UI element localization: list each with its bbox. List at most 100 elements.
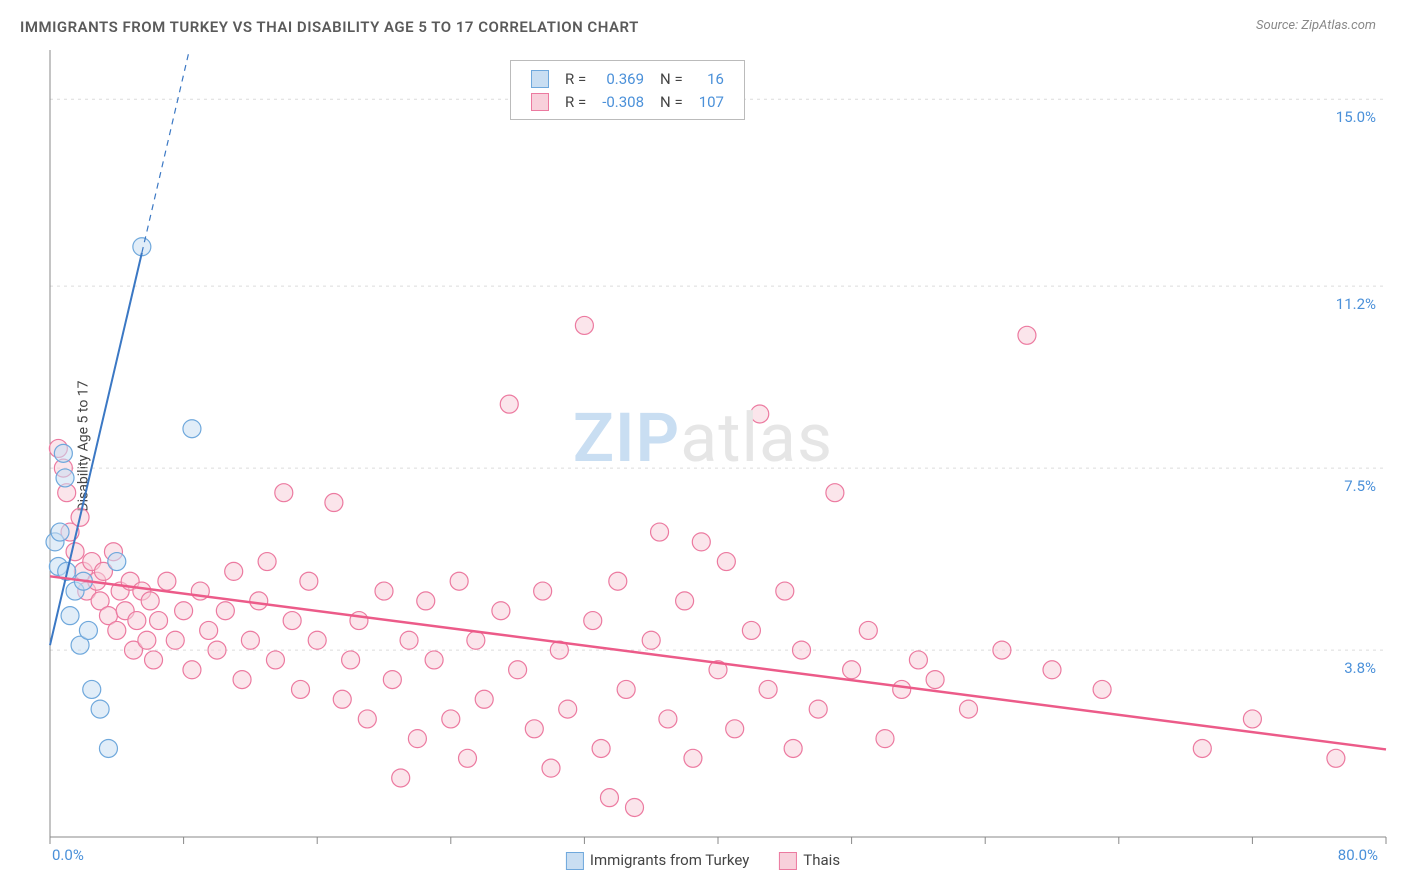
thai-point: [500, 395, 518, 413]
thai-point: [575, 316, 593, 334]
thai-point: [175, 602, 193, 620]
thai-point: [684, 749, 702, 767]
thai-point: [525, 720, 543, 738]
turkey-swatch: [531, 70, 549, 88]
legend-row-thai: R =-0.308N =107: [523, 90, 732, 113]
thai-point: [492, 602, 510, 620]
turkey-point: [56, 469, 74, 487]
y-tick-label: 3.8%: [1344, 659, 1376, 677]
thai-point: [200, 621, 218, 639]
thai-point: [609, 572, 627, 590]
thai-point: [626, 798, 644, 816]
thai-point: [759, 680, 777, 698]
thai-point: [292, 680, 310, 698]
thai-point: [859, 621, 877, 639]
turkey-point: [54, 444, 72, 462]
x-axis-max-label: 80.0%: [1338, 846, 1378, 864]
thai-point: [751, 405, 769, 423]
thai-point: [742, 621, 760, 639]
turkey-swatch: [566, 852, 584, 870]
thai-point: [66, 543, 84, 561]
turkey-point: [91, 700, 109, 718]
thai-point: [642, 631, 660, 649]
thai-point: [600, 789, 618, 807]
n-label: N =: [652, 90, 691, 113]
r-value: 0.369: [594, 67, 652, 90]
thai-point: [893, 680, 911, 698]
thai-point: [425, 651, 443, 669]
thai-point: [325, 494, 343, 512]
thai-point: [225, 562, 243, 580]
thai-point: [275, 484, 293, 502]
thai-point: [141, 592, 159, 610]
thai-point: [108, 621, 126, 639]
thai-point: [784, 739, 802, 757]
thai-point: [534, 582, 552, 600]
thai-point: [826, 484, 844, 502]
thai-point: [241, 631, 259, 649]
turkey-point: [83, 680, 101, 698]
thai-point: [926, 671, 944, 689]
n-label: N =: [652, 67, 691, 90]
thai-point: [408, 730, 426, 748]
thai-point: [442, 710, 460, 728]
thai-point: [876, 730, 894, 748]
thai-point: [459, 749, 477, 767]
n-value: 107: [691, 90, 732, 113]
thai-point: [467, 631, 485, 649]
thai-point: [475, 690, 493, 708]
y-tick-label: 11.2%: [1336, 295, 1376, 313]
thai-point: [651, 523, 669, 541]
thai-point: [993, 641, 1011, 659]
turkey-point: [99, 739, 117, 757]
x-axis-min-label: 0.0%: [52, 846, 84, 864]
thai-point: [138, 631, 156, 649]
thai-point: [559, 700, 577, 718]
thai-point: [659, 710, 677, 728]
r-label: R =: [557, 67, 594, 90]
thai-point: [450, 572, 468, 590]
legend-item-turkey: Immigrants from Turkey: [566, 851, 749, 870]
legend-row-turkey: R =0.369N =16: [523, 67, 732, 90]
thai-point: [509, 661, 527, 679]
thai-point: [266, 651, 284, 669]
thai-point: [233, 671, 251, 689]
series-legend: Immigrants from TurkeyThais: [566, 851, 840, 870]
thai-point: [1018, 326, 1036, 344]
thai-point: [1327, 749, 1345, 767]
thai-point: [676, 592, 694, 610]
turkey-point: [183, 420, 201, 438]
thai-point: [1193, 739, 1211, 757]
thai-point: [592, 739, 610, 757]
thai-point: [150, 612, 168, 630]
thai-point: [776, 582, 794, 600]
thai-point: [392, 769, 410, 787]
thai-point: [342, 651, 360, 669]
thai-point: [383, 671, 401, 689]
y-tick-label: 7.5%: [1344, 477, 1376, 495]
thai-point: [717, 553, 735, 571]
thai-point: [128, 612, 146, 630]
thai-point: [793, 641, 811, 659]
n-value: 16: [691, 67, 732, 90]
turkey-point: [61, 607, 79, 625]
thai-point: [584, 612, 602, 630]
legend-label: Immigrants from Turkey: [590, 851, 749, 869]
thai-point: [183, 661, 201, 679]
thai-point: [250, 592, 268, 610]
scatter-chart: [0, 0, 1406, 892]
thai-point: [208, 641, 226, 659]
r-label: R =: [557, 90, 594, 113]
thai-swatch: [531, 93, 549, 111]
thai-point: [166, 631, 184, 649]
thai-point: [300, 572, 318, 590]
thai-point: [145, 651, 163, 669]
thai-point: [283, 612, 301, 630]
thai-point: [960, 700, 978, 718]
thai-point: [809, 700, 827, 718]
thai-point: [692, 533, 710, 551]
thai-point: [843, 661, 861, 679]
turkey-point: [51, 523, 69, 541]
thai-point: [308, 631, 326, 649]
thai-point: [417, 592, 435, 610]
